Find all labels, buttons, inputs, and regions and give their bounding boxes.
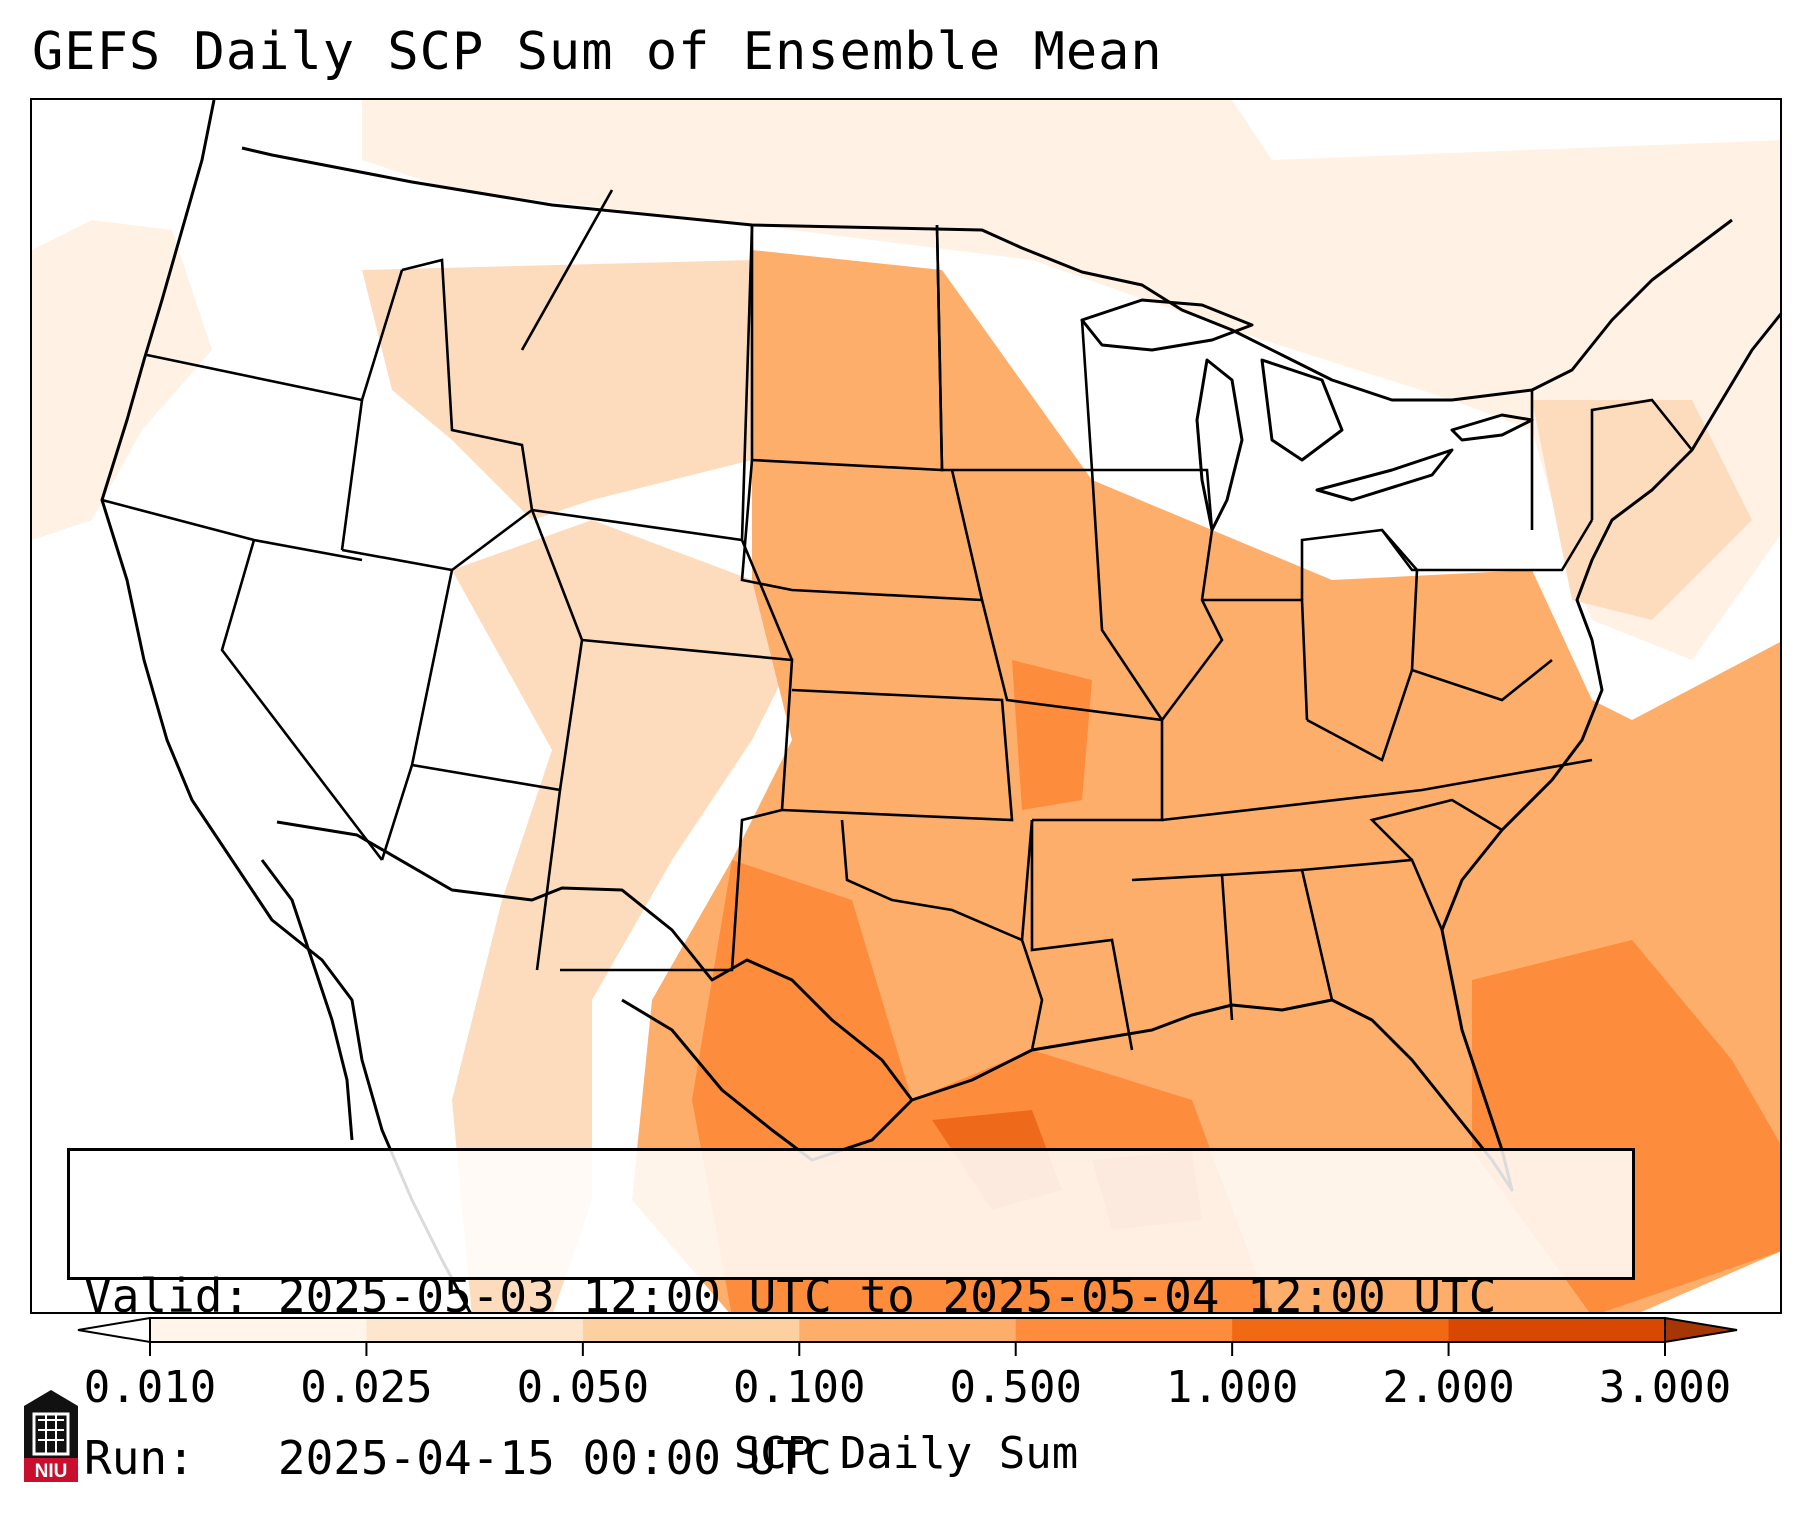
scp-region-light-1 <box>362 100 1780 660</box>
scp-region-strong-8 <box>1012 660 1092 810</box>
scp-region-pale-4 <box>1532 400 1752 620</box>
colorbar-segment-4 <box>1015 1318 1233 1342</box>
scp-region-pale-2 <box>362 260 752 520</box>
colorbar-tick-label: 1.000 <box>1165 1362 1299 1413</box>
colorbar-label: SCP Daily Sum <box>733 1428 1079 1479</box>
colorbar-tick-label: 0.025 <box>300 1362 433 1413</box>
colorbar-segment-5 <box>1232 1318 1450 1342</box>
map-panel <box>30 98 1782 1314</box>
map-title: GEFS Daily SCP Sum of Ensemble Mean <box>32 22 1163 82</box>
atlantic-coastline <box>1440 312 1780 931</box>
lake-ontario <box>1450 413 1534 442</box>
colorbar-tick-label: 0.050 <box>516 1362 650 1413</box>
colorbar-segment-3 <box>799 1318 1017 1342</box>
colorbar-over-extension <box>1664 1316 1738 1344</box>
colorbar-tick-label: 3.000 <box>1598 1362 1732 1413</box>
niu-logo: NIU <box>24 1390 78 1482</box>
scp-map <box>32 100 1780 1312</box>
colorbar-outline <box>149 1317 1666 1343</box>
baja-coastline <box>260 859 354 1141</box>
colorbar-segment-1 <box>366 1318 584 1342</box>
colorbar-tick-label: 0.500 <box>949 1362 1082 1413</box>
canada-border <box>241 146 1733 402</box>
lake-superior <box>1080 298 1254 352</box>
colorbar-segment-0 <box>150 1318 367 1342</box>
lake-erie <box>1315 448 1454 502</box>
colorbar-under-extension <box>77 1316 151 1344</box>
scp-region-pale-3 <box>452 520 792 1312</box>
valid-info-box: Valid: 2025-05-03 12:00 UTC to 2025-05-0… <box>67 1148 1635 1485</box>
run-time: 2025-04-15 00:00 UTC <box>277 1431 832 1485</box>
logo-text: NIU <box>35 1461 68 1482</box>
valid-label: Valid: <box>84 1269 251 1323</box>
colorbar-tick-label: 0.010 <box>83 1362 217 1413</box>
scp-fill-layer <box>32 100 1780 1312</box>
run-label: Run: <box>84 1431 195 1485</box>
lake-huron <box>1260 358 1344 462</box>
lake-michigan <box>1195 358 1244 532</box>
scp-region-light-0 <box>32 220 212 540</box>
colorbar-segment-6 <box>1448 1318 1666 1342</box>
state-lines <box>101 189 1694 1051</box>
west-coastline <box>100 100 472 1312</box>
colorbar <box>77 1316 1738 1356</box>
valid-range: 2025-05-03 12:00 UTC to 2025-05-04 12:00… <box>277 1269 1497 1323</box>
colorbar-tick-label: 0.100 <box>733 1362 866 1413</box>
valid-line: Valid: 2025-05-03 12:00 UTC to 2025-05-0… <box>84 1269 1632 1323</box>
run-line: Run: 2025-04-15 00:00 UTC <box>84 1431 1632 1485</box>
colorbar-segment-2 <box>582 1318 800 1342</box>
colorbar-tick-label: 2.000 <box>1382 1362 1515 1413</box>
mexico-border <box>276 820 914 1101</box>
